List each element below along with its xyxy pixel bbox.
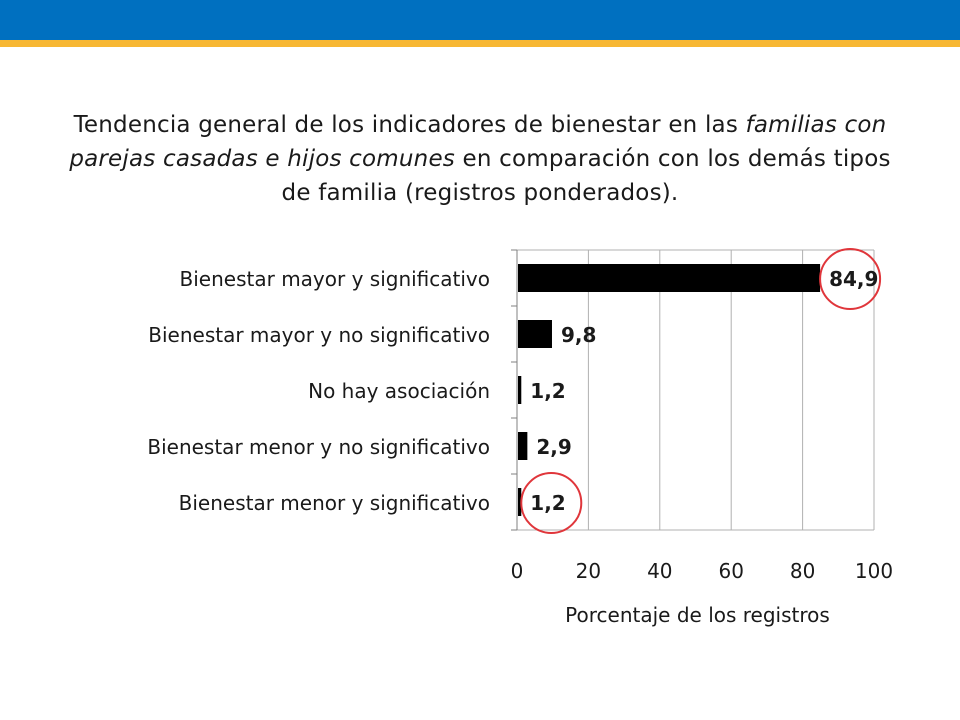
category-label-0: Bienestar mayor y significativo	[180, 267, 490, 291]
title-emphasis: familias con parejas casadas e hijos com…	[69, 112, 887, 172]
title-part-1: Tendencia general de los indicadores de …	[73, 112, 746, 138]
data-label-0: 84,9	[829, 267, 878, 291]
data-label-4: 1,2	[530, 491, 565, 515]
x-tick-label-2: 40	[647, 559, 672, 583]
bar-2	[518, 376, 522, 404]
highlight-circle-0	[819, 248, 882, 310]
x-tick-label-1: 20	[576, 559, 601, 583]
chart-title: Tendencia general de los indicadores de …	[60, 108, 900, 210]
x-tick-label-4: 80	[790, 559, 815, 583]
title-part-2: en comparación con los demás tipos de fa…	[281, 146, 891, 206]
header-band	[0, 0, 960, 40]
data-label-2: 1,2	[530, 379, 565, 403]
category-label-1: Bienestar mayor y no significativo	[148, 323, 490, 347]
category-label-2: No hay asociación	[308, 379, 490, 403]
bar-0	[518, 264, 821, 292]
bar-4	[518, 488, 522, 516]
x-tick-label-3: 60	[718, 559, 743, 583]
category-label-4: Bienestar menor y significativo	[179, 491, 490, 515]
highlight-circle-4	[520, 472, 583, 534]
category-label-3: Bienestar menor y no significativo	[147, 435, 490, 459]
data-label-3: 2,9	[536, 435, 571, 459]
bar-1	[518, 320, 552, 348]
x-axis-label: Porcentaje de los registros	[565, 603, 830, 627]
bar-3	[518, 432, 528, 460]
x-tick-label-5: 100	[855, 559, 893, 583]
x-tick-label-0: 0	[511, 559, 524, 583]
header-stripe	[0, 40, 960, 47]
data-label-1: 9,8	[561, 323, 596, 347]
